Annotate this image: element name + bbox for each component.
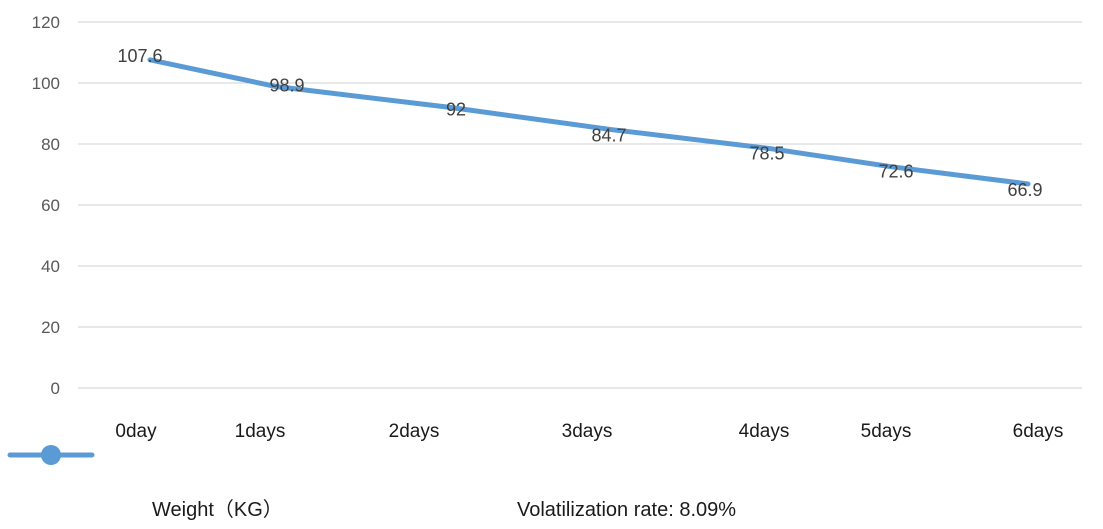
x-axis-tick-labels: 0day 1days 2days 3days 4days 5days 6days — [115, 421, 1063, 442]
x-tick-label: 4days — [739, 421, 790, 442]
x-tick-label: 0day — [115, 421, 157, 442]
data-label: 84.7 — [591, 126, 626, 146]
x-tick-label: 1days — [235, 421, 286, 442]
x-tick-label: 6days — [1013, 421, 1064, 442]
gridlines — [78, 21, 1082, 389]
series-line — [147, 57, 1031, 187]
data-label: 107.6 — [117, 46, 162, 66]
data-label: 92 — [446, 99, 466, 119]
y-tick-label: 120 — [32, 13, 60, 32]
data-label: 78.5 — [749, 144, 784, 164]
volatilization-rate-annotation: Volatilization rate: 8.09% — [517, 499, 737, 521]
legend — [7, 445, 95, 465]
y-tick-label: 80 — [41, 135, 60, 154]
y-tick-label: 100 — [32, 74, 60, 93]
y-tick-label: 60 — [41, 196, 60, 215]
x-tick-label: 2days — [389, 421, 440, 442]
x-tick-label: 5days — [861, 421, 912, 442]
y-tick-label: 20 — [41, 318, 60, 337]
legend-series-label: Weight（KG） — [152, 499, 283, 521]
y-axis-tick-labels: 0 20 40 60 80 100 120 — [32, 13, 60, 398]
data-label: 66.9 — [1007, 180, 1042, 200]
y-tick-label: 40 — [41, 257, 60, 276]
y-tick-label: 0 — [51, 379, 60, 398]
data-label: 72.6 — [878, 162, 913, 182]
x-tick-label: 3days — [562, 421, 613, 442]
data-labels: 107.6 98.9 92 84.7 78.5 72.6 66.9 — [117, 46, 1042, 200]
legend-dot-marker — [41, 445, 61, 465]
series-line-layer — [147, 57, 1031, 187]
data-label: 98.9 — [269, 75, 304, 95]
